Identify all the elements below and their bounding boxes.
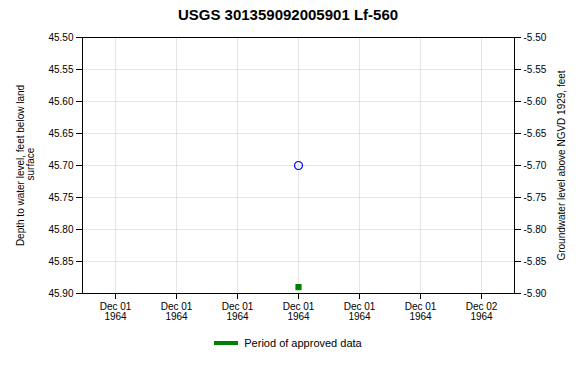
svg-text:45.55: 45.55 <box>48 64 73 75</box>
svg-text:45.90: 45.90 <box>48 288 73 299</box>
svg-text:Dec 011964: Dec 011964 <box>161 301 193 322</box>
svg-text:45.50: 45.50 <box>48 32 73 43</box>
svg-text:Dec 011964: Dec 011964 <box>100 301 132 322</box>
svg-text:45.75: 45.75 <box>48 192 73 203</box>
svg-text:-5.85: -5.85 <box>524 256 547 267</box>
svg-text:Dec 021964: Dec 021964 <box>466 301 498 322</box>
svg-text:-5.90: -5.90 <box>524 288 547 299</box>
svg-text:-5.55: -5.55 <box>524 64 547 75</box>
svg-text:Depth to water level, feet bel: Depth to water level, feet below land su… <box>15 85 36 246</box>
svg-text:Dec 011964: Dec 011964 <box>405 301 437 322</box>
svg-text:-5.75: -5.75 <box>524 192 547 203</box>
svg-text:Groundwater level above NGVD 1: Groundwater level above NGVD 1929, feet <box>556 70 567 260</box>
svg-text:45.65: 45.65 <box>48 128 73 139</box>
svg-text:Dec 011964: Dec 011964 <box>344 301 376 322</box>
html-text:USGS 301359092005901 Lf-560: USGS 301359092005901 Lf-560 <box>177 6 399 23</box>
svg-text:45.80: 45.80 <box>48 224 73 235</box>
svg-text:Dec 011964: Dec 011964 <box>283 301 315 322</box>
svg-text:-5.70: -5.70 <box>524 160 547 171</box>
svg-text:45.60: 45.60 <box>48 96 73 107</box>
svg-text:-5.50: -5.50 <box>524 32 547 43</box>
svg-text:-5.65: -5.65 <box>524 128 547 139</box>
svg-text:Dec 011964: Dec 011964 <box>222 301 254 322</box>
html-text:Period of approved data: Period of approved data <box>244 337 362 349</box>
svg-text:-5.80: -5.80 <box>524 224 547 235</box>
svg-text:45.70: 45.70 <box>48 160 73 171</box>
svg-text:45.85: 45.85 <box>48 256 73 267</box>
svg-text:-5.60: -5.60 <box>524 96 547 107</box>
